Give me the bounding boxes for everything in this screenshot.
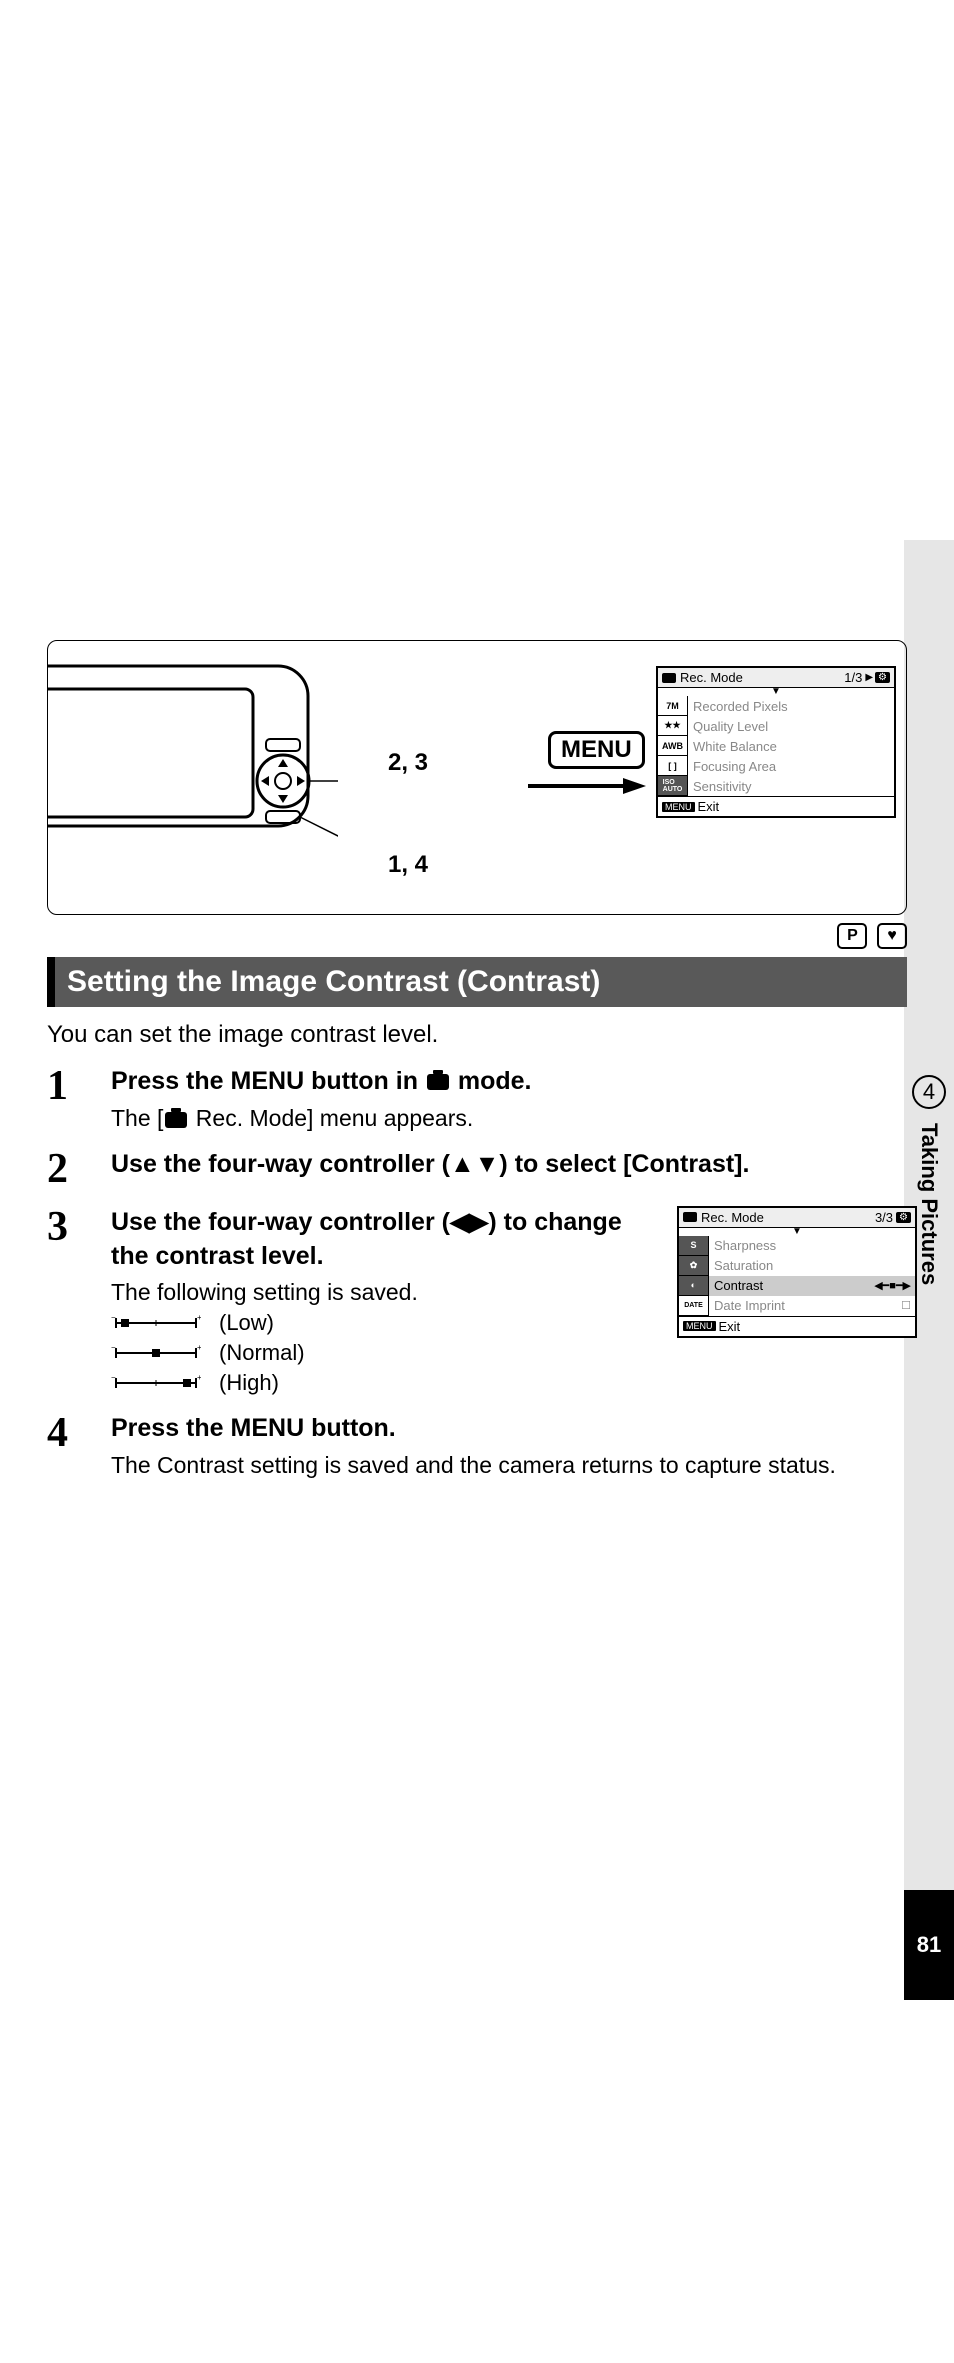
step-title: Use the four-way controller (◀▶) to chan… — [111, 1206, 651, 1274]
t: button. — [304, 1414, 396, 1442]
t: mode. — [451, 1067, 532, 1095]
arrow-icon — [528, 776, 648, 796]
contrast-slider-icon: ◀━■━▶ — [874, 1279, 911, 1292]
mode-heart-icon: ♥ — [877, 923, 907, 949]
slider-low: − + (Low) — [111, 1310, 651, 1336]
step-1: 1 Press the MENU button in mode. The [ R… — [47, 1065, 907, 1132]
down-arrow-icon: ▼ — [658, 688, 894, 696]
row-icon: 7M — [658, 696, 687, 716]
menu-word: MENU — [231, 1067, 305, 1095]
step-3: 3 Use the four-way controller (◀▶) to ch… — [47, 1206, 907, 1397]
t: The [ — [111, 1105, 163, 1131]
screen1-title: Rec. Mode — [680, 670, 844, 685]
camera-illustration — [47, 661, 338, 881]
t: button in — [304, 1067, 425, 1095]
t: Rec. Mode] menu appears. — [189, 1105, 473, 1131]
t: Contrast — [714, 1278, 763, 1293]
menu-row: Saturation — [709, 1256, 915, 1276]
diagram-box: 2, 3 1, 4 MENU Rec. Mode 1/3 ▶ ⚙ ▼ — [47, 640, 907, 915]
menu-badge: MENU — [548, 731, 645, 769]
section-heading: Setting the Image Contrast (Contrast) — [47, 957, 907, 1007]
menu-word: MENU — [231, 1414, 305, 1442]
chapter-number: 4 — [912, 1075, 946, 1109]
svg-text:−: − — [111, 1314, 116, 1322]
slider-high: − + (High) — [111, 1370, 651, 1396]
step-text: The following setting is saved. — [111, 1279, 651, 1306]
page-number: 81 — [904, 1890, 954, 2000]
svg-text:−: − — [111, 1374, 116, 1382]
mode-row: P ♥ — [47, 923, 907, 949]
menu-row: Date Imprint ☐ — [709, 1296, 915, 1316]
tab-chip-icon: ⚙ — [875, 672, 890, 683]
step-number: 3 — [47, 1206, 111, 1397]
down-arrow-icon: ▼ — [679, 1228, 915, 1236]
row-icon: S — [679, 1236, 708, 1256]
row-icon: ISOAUTO — [658, 776, 687, 796]
step-number: 4 — [47, 1412, 111, 1479]
camera-icon — [427, 1074, 449, 1090]
intro-text: You can set the image contrast level. — [47, 1021, 907, 1049]
footer-exit: Exit — [698, 799, 720, 814]
row-icon: [ ] — [658, 756, 687, 776]
step-title: Press the MENU button. — [111, 1412, 907, 1446]
menu-row: Quality Level — [688, 716, 894, 736]
slider-label: (Normal) — [219, 1340, 305, 1366]
callout-23: 2, 3 — [388, 749, 428, 777]
svg-text:−: − — [111, 1344, 116, 1352]
footer-exit: Exit — [719, 1319, 741, 1334]
t: Press the — [111, 1067, 231, 1095]
t: Press the — [111, 1414, 231, 1442]
step-4: 4 Press the MENU button. The Contrast se… — [47, 1412, 907, 1479]
footer-menu-chip: MENU — [662, 802, 695, 812]
screen-recmode-2: Rec. Mode 3/3 ⚙ ▼ S ✿ ◐ DATE Sharpness S… — [677, 1206, 917, 1338]
row-icon: ✿ — [679, 1256, 708, 1276]
step-2: 2 Use the four-way controller (▲▼) to se… — [47, 1148, 907, 1190]
row-icon: ★★ — [658, 716, 687, 736]
tab-chip-icon: ⚙ — [896, 1212, 911, 1223]
menu-row: Sharpness — [709, 1236, 915, 1256]
menu-row-selected: Contrast ◀━■━▶ — [709, 1276, 915, 1296]
step-title: Press the MENU button in mode. — [111, 1065, 907, 1099]
slider-icon: − + — [111, 1344, 201, 1362]
screen2-page: 3/3 — [875, 1210, 893, 1225]
slider-normal: − + (Normal) — [111, 1340, 651, 1366]
slider-label: (High) — [219, 1370, 279, 1396]
step-number: 2 — [47, 1148, 111, 1190]
step-text: The [ Rec. Mode] menu appears. — [111, 1105, 907, 1132]
mode-p-icon: P — [837, 923, 867, 949]
callout-14: 1, 4 — [388, 851, 428, 879]
camera-icon — [683, 1212, 697, 1222]
svg-text:+: + — [197, 1374, 201, 1382]
menu-row: Sensitivity — [688, 776, 894, 796]
chapter-label: Taking Pictures — [916, 1123, 942, 1285]
menu-row: Recorded Pixels — [688, 696, 894, 716]
slider-icon: − + — [111, 1314, 201, 1332]
menu-row: Focusing Area — [688, 756, 894, 776]
hdr-arrow-icon: ▶ — [865, 672, 873, 683]
screen1-page: 1/3 — [844, 670, 862, 685]
camera-icon — [165, 1112, 187, 1128]
svg-text:+: + — [197, 1344, 201, 1352]
checkbox-icon: ☐ — [901, 1299, 911, 1312]
row-icon: ◐ — [679, 1276, 708, 1296]
row-icon: DATE — [679, 1296, 708, 1316]
footer-menu-chip: MENU — [683, 1321, 716, 1331]
step-number: 1 — [47, 1065, 111, 1132]
step-title: Use the four-way controller (▲▼) to sele… — [111, 1148, 907, 1182]
svg-text:+: + — [197, 1314, 201, 1322]
slider-label: (Low) — [219, 1310, 274, 1336]
menu-row: White Balance — [688, 736, 894, 756]
camera-icon — [662, 673, 676, 683]
screen2-title: Rec. Mode — [701, 1210, 875, 1225]
row-icon: AWB — [658, 736, 687, 756]
t: Date Imprint — [714, 1298, 785, 1313]
step-text: The Contrast setting is saved and the ca… — [111, 1452, 907, 1479]
screen-recmode-1: Rec. Mode 1/3 ▶ ⚙ ▼ 7M ★★ AWB [ ] ISOAUT… — [656, 666, 896, 818]
slider-icon: − + — [111, 1374, 201, 1392]
